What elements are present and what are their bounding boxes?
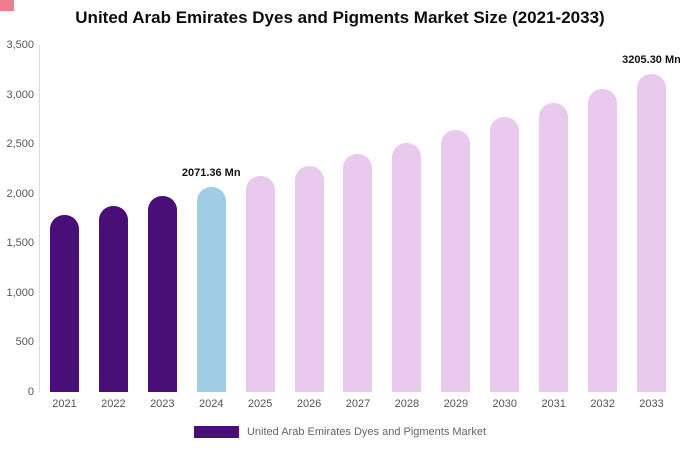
bar-2023 bbox=[147, 196, 177, 392]
y-tick-2000: 2,000 bbox=[6, 187, 34, 200]
bar-2021 bbox=[49, 215, 79, 392]
x-tick-2029: 2029 bbox=[443, 398, 469, 410]
legend-label: United Arab Emirates Dyes and Pigments M… bbox=[246, 426, 487, 438]
bar-group-2024: 2071.36 Mn bbox=[182, 45, 241, 392]
x-tick-2028: 2028 bbox=[394, 398, 420, 410]
bar-group-2032 bbox=[578, 45, 627, 392]
bar-2025 bbox=[245, 176, 275, 392]
bar-2029 bbox=[441, 130, 471, 392]
bar-group-2031 bbox=[529, 45, 578, 392]
bar-annotation-2033: 3205.30 Mn bbox=[622, 54, 680, 66]
bar-group-2029 bbox=[431, 45, 480, 392]
y-tick-3500: 3,500 bbox=[6, 39, 34, 51]
legend-swatch bbox=[193, 426, 239, 438]
x-tick-2033: 2033 bbox=[639, 398, 664, 410]
x-tick-2032: 2032 bbox=[590, 398, 615, 410]
chart-title: United Arab Emirates Dyes and Pigments M… bbox=[75, 8, 605, 27]
x-tick-2026: 2026 bbox=[296, 398, 322, 410]
bars: 2071.36 Mn 3205.30 Mn bbox=[40, 45, 680, 392]
bar-group-2023 bbox=[138, 45, 187, 392]
bar-group-2030 bbox=[480, 45, 529, 392]
bar-group-2026 bbox=[285, 45, 334, 392]
y-tick-1500: 1,500 bbox=[6, 237, 34, 250]
x-tick-2030: 2030 bbox=[492, 398, 517, 410]
bar-group-2025 bbox=[236, 45, 285, 392]
bar-2022 bbox=[98, 206, 128, 392]
bar-2028 bbox=[392, 143, 422, 392]
x-axis-labels: 2021 2022 2023 2024 2025 2026 2027 2028 2029 2030… bbox=[40, 398, 676, 410]
x-tick-2023: 2023 bbox=[150, 398, 175, 410]
x-tick-2021: 2021 bbox=[52, 398, 77, 410]
y-tick-2500: 2,500 bbox=[6, 138, 34, 151]
bar-2027 bbox=[343, 154, 373, 392]
x-tick-2022: 2022 bbox=[101, 398, 126, 410]
bar-group-2028 bbox=[382, 45, 431, 392]
bar-2032 bbox=[588, 89, 618, 392]
x-tick-2031: 2031 bbox=[541, 398, 566, 410]
y-tick-0: 0 bbox=[27, 386, 34, 398]
legend: United Arab Emirates Dyes and Pigments M… bbox=[0, 426, 680, 438]
y-tick-3000: 3,000 bbox=[6, 88, 34, 101]
bar-annotation-2024: 2071.36 Mn bbox=[181, 167, 241, 179]
y-tick-1000: 1,000 bbox=[6, 286, 34, 299]
bar-group-2021 bbox=[40, 45, 89, 392]
bar-2024 bbox=[196, 187, 226, 392]
bar-group-2033: 3205.30 Mn bbox=[622, 45, 680, 392]
y-tick-500: 500 bbox=[15, 336, 34, 349]
bar-group-2027 bbox=[334, 45, 383, 392]
x-tick-2027: 2027 bbox=[345, 398, 371, 410]
bar-group-2022 bbox=[89, 45, 138, 392]
x-tick-2025: 2025 bbox=[247, 398, 273, 410]
x-tick-2024: 2024 bbox=[198, 398, 224, 410]
bar-2026 bbox=[294, 166, 324, 392]
bar-2030 bbox=[490, 117, 520, 392]
y-axis-line bbox=[39, 45, 40, 392]
corner-artifact bbox=[0, 0, 14, 11]
bar-2033 bbox=[637, 74, 667, 392]
bar-2031 bbox=[539, 103, 569, 392]
y-axis: 0 500 1,000 1,500 2,000 2,500 3,000 3,500 bbox=[0, 0, 34, 450]
